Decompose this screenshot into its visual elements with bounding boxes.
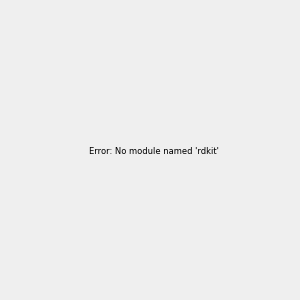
Text: Error: No module named 'rdkit': Error: No module named 'rdkit' bbox=[89, 147, 219, 156]
